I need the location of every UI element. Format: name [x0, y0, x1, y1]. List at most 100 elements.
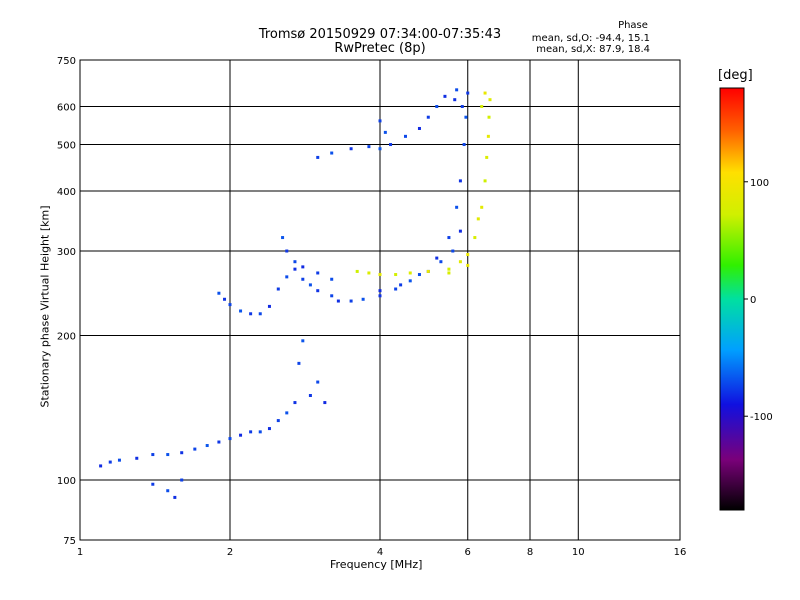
data-point-o: [308, 283, 312, 287]
data-point-o: [399, 283, 403, 287]
x-axis-label: Frequency [MHz]: [330, 558, 423, 571]
data-point-o: [453, 98, 457, 102]
data-point-o: [417, 126, 421, 130]
data-point-o: [378, 147, 382, 151]
data-point-x: [466, 263, 470, 267]
phase-stats-x: mean, sd,X: 87.9, 18.4: [536, 44, 650, 55]
data-point-o: [276, 419, 280, 423]
data-point-o: [135, 456, 139, 460]
data-point-o: [458, 179, 462, 183]
data-point-o: [330, 294, 334, 298]
data-point-o: [285, 275, 289, 279]
colorbar-tick-label: 0: [750, 295, 756, 306]
data-point-o: [316, 155, 320, 159]
data-point-o: [217, 291, 221, 295]
data-point-o: [108, 460, 112, 464]
data-point-o: [117, 458, 121, 462]
data-point-o: [394, 287, 398, 291]
data-point-x: [355, 269, 359, 273]
data-point-o: [228, 437, 232, 441]
data-point-o: [293, 401, 297, 405]
data-point-o: [228, 303, 232, 307]
data-point-o: [435, 256, 439, 260]
data-point-x: [486, 134, 490, 138]
data-point-x: [488, 98, 492, 102]
data-point-o: [180, 451, 184, 455]
y-tick-label: 750: [57, 56, 76, 67]
data-point-x: [485, 155, 489, 159]
data-point-o: [462, 143, 466, 147]
data-point-x: [367, 271, 371, 275]
data-point-o: [166, 453, 170, 457]
data-point-o: [443, 94, 447, 98]
x-tick-label: 4: [377, 547, 383, 558]
x-tick-label: 16: [674, 547, 687, 558]
data-point-o: [408, 279, 412, 283]
y-tick-label: 200: [57, 332, 76, 343]
data-point-o: [173, 495, 177, 499]
data-point-o: [464, 115, 468, 119]
data-point-o: [285, 249, 289, 253]
data-point-o: [151, 453, 155, 457]
data-point-x: [447, 267, 451, 271]
data-point-o: [293, 267, 297, 271]
data-point-o: [378, 289, 382, 293]
x-tick-label: 2: [227, 547, 233, 558]
colorbar-tick-label: 100: [750, 178, 769, 189]
data-point-o: [301, 339, 305, 343]
data-point-o: [249, 430, 253, 434]
data-point-o: [316, 271, 320, 275]
x-tick-label: 10: [572, 547, 585, 558]
data-point-o: [417, 273, 421, 277]
data-point-o: [336, 299, 340, 303]
data-point-o: [455, 88, 459, 92]
data-point-o: [267, 427, 271, 431]
data-point-o: [205, 444, 209, 448]
data-point-o: [293, 260, 297, 264]
colorbar: [719, 87, 745, 511]
data-point-x: [473, 236, 477, 240]
data-point-o: [316, 380, 320, 384]
data-point-x: [426, 269, 430, 273]
data-point-o: [378, 119, 382, 123]
data-point-o: [323, 401, 327, 405]
colorbar-unit-label: [deg]: [718, 68, 753, 83]
data-point-o: [180, 478, 184, 482]
y-tick-label: 300: [57, 247, 76, 258]
y-tick-label: 500: [57, 141, 76, 152]
data-point-o: [267, 304, 271, 308]
data-point-x: [378, 273, 382, 277]
data-point-x: [458, 260, 462, 264]
data-point-o: [249, 312, 253, 316]
data-point-o: [281, 236, 285, 240]
x-tick-label: 1: [77, 547, 83, 558]
data-point-x: [487, 115, 491, 119]
y-tick-label: 75: [63, 536, 76, 547]
data-point-o: [403, 134, 407, 138]
data-point-o: [316, 289, 320, 293]
data-point-o: [99, 464, 103, 468]
data-point-o: [151, 482, 155, 486]
data-point-x: [466, 253, 470, 257]
data-point-o: [349, 299, 353, 303]
chart-subtitle: RwPretec (8p): [334, 41, 426, 56]
data-point-o: [166, 489, 170, 493]
data-point-o: [301, 277, 305, 281]
y-tick-label: 600: [57, 103, 76, 114]
data-point-o: [308, 394, 312, 398]
data-point-o: [447, 236, 451, 240]
data-point-o: [297, 361, 301, 365]
data-point-o: [389, 143, 393, 147]
y-tick-label: 400: [57, 187, 76, 198]
data-point-o: [193, 447, 197, 451]
data-point-o: [239, 309, 243, 313]
data-point-o: [330, 151, 334, 155]
data-point-o: [460, 105, 464, 109]
data-point-x: [447, 271, 451, 275]
data-point-o: [258, 430, 262, 434]
data-point-x: [476, 217, 480, 221]
data-point-o: [367, 145, 371, 149]
data-point-o: [223, 297, 227, 301]
data-point-o: [301, 265, 305, 269]
data-point-o: [217, 440, 221, 444]
